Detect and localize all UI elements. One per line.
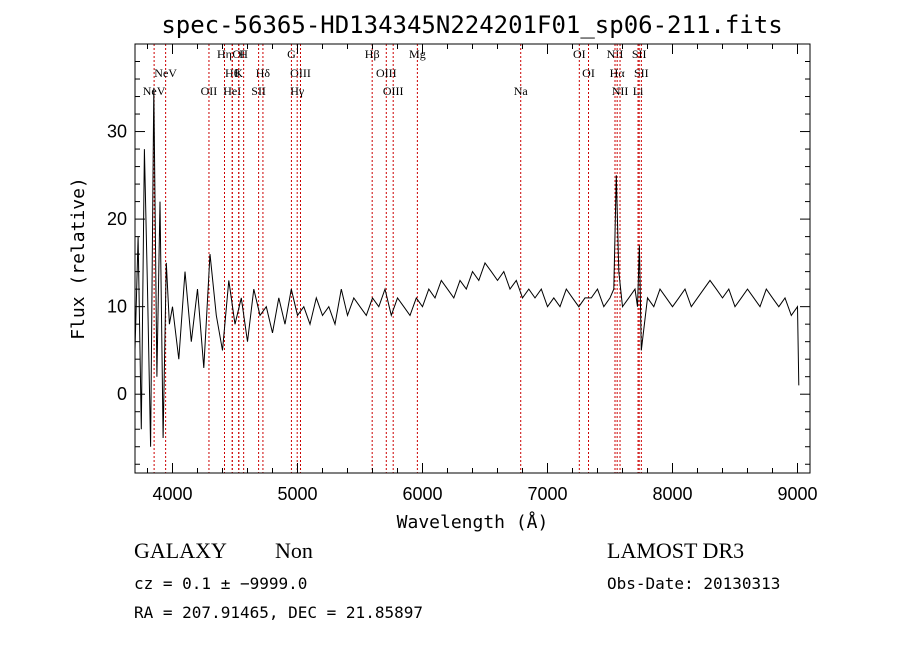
line-marker-label: Li (633, 84, 644, 98)
chart-title: spec-56365-HD134345N224201F01_sp06-211.f… (161, 11, 782, 39)
line-marker-label: OI (582, 66, 595, 80)
ra-dec-coordinates: RA = 207.91465, DEC = 21.85897 (134, 603, 423, 622)
x-tick-label: 5000 (277, 484, 317, 504)
x-tick-label: 7000 (527, 484, 567, 504)
axis-ticks: 4000 5000 6000 7000 8000 9000 0 10 20 30 (107, 44, 818, 504)
line-marker-label: SII (632, 47, 647, 61)
line-marker-label: Mg (409, 47, 426, 61)
observation-date: Obs-Date: 20130313 (607, 574, 781, 593)
line-marker-label: NII (612, 84, 629, 98)
y-tick-label: 0 (117, 384, 127, 404)
x-tick-label: 9000 (777, 484, 817, 504)
line-marker-label: OIII (290, 66, 311, 80)
line-marker-label: NII (607, 47, 624, 61)
line-marker-label: OI (573, 47, 586, 61)
line-marker-label: OIII (383, 84, 404, 98)
y-tick-label: 20 (107, 209, 127, 229)
line-marker-label: Na (514, 84, 529, 98)
line-marker-label: SII (634, 66, 649, 80)
line-marker-label: HeI (223, 84, 241, 98)
line-marker-label: K (234, 66, 243, 80)
line-marker-label: H (239, 47, 248, 61)
y-tick-label: 10 (107, 297, 127, 317)
plot-frame (134, 43, 811, 474)
line-marker-label: G (287, 47, 296, 61)
line-marker-label: NeV (154, 66, 177, 80)
object-class: GALAXY (134, 538, 227, 563)
x-tick-label: 6000 (402, 484, 442, 504)
spectrum-series (134, 87, 800, 447)
survey-name: LAMOST DR3 (607, 538, 745, 563)
line-marker-label: Hη (217, 47, 232, 61)
object-subclass: Non (275, 538, 313, 563)
y-axis-label: Flux (relative) (68, 177, 89, 340)
spectrum-line (134, 87, 800, 447)
redshift-cz: cz = 0.1 ± −9999.0 (134, 574, 308, 593)
line-marker-label: Hβ (365, 47, 380, 61)
line-marker-label: Hδ (256, 66, 271, 80)
line-marker-label: Hα (610, 66, 626, 80)
x-tick-label: 4000 (152, 484, 192, 504)
line-marker-label: SII (251, 84, 266, 98)
line-marker-label: OIII (376, 66, 397, 80)
y-tick-label: 30 (107, 122, 127, 142)
line-marker-label: Hγ (290, 84, 305, 98)
line-marker-label: OII (201, 84, 218, 98)
x-tick-label: 8000 (652, 484, 692, 504)
x-axis-label: Wavelength (Å) (397, 511, 549, 533)
